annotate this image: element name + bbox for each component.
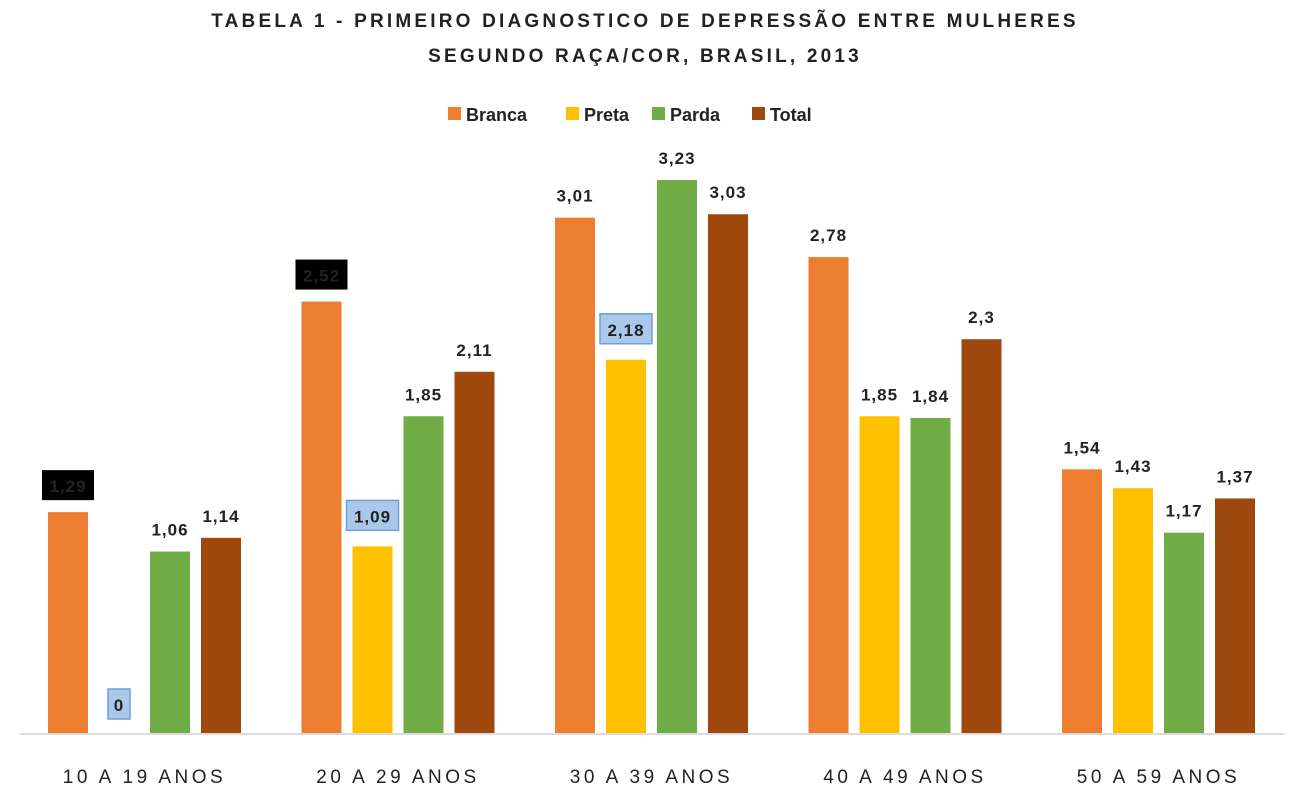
legend-label-preta: Preta [584,105,630,125]
legend-label-branca: Branca [466,105,528,125]
chart-title-line-1: TABELA 1 - PRIMEIRO DIAGNOSTICO DE DEPRE… [211,10,1079,32]
bar-total-4 [1215,498,1255,733]
data-label-preta-2: 2,18 [607,321,644,340]
data-label-parda-4: 1,17 [1165,502,1202,521]
data-label-preta-4: 1,43 [1114,457,1151,476]
chart-title-line-2: SEGUNDO RAÇA/COR, BRASIL, 2013 [428,46,862,67]
bar-branca-3 [808,257,849,733]
category-label-4: 50 A 59 ANOS [1077,767,1240,788]
category-label-1: 20 A 29 ANOS [316,767,479,788]
data-label-branca-0: 1,29 [49,477,86,496]
data-label-branca-2: 3,01 [556,187,593,206]
legend-swatch-total [752,107,765,120]
bar-total-2 [708,214,748,734]
bar-total-3 [961,339,1002,733]
bar-parda-0 [150,551,190,733]
bars: 1,29 0 1,06 1,14 2,52 1,09 1,85 2,11 3,01 2,18 3,2… [42,149,1255,734]
data-label-total-2: 3,03 [709,183,746,202]
data-label-box [599,313,653,345]
bar-preta-3 [859,416,900,733]
legend-swatch-preta [566,107,579,120]
category-labels: 10 A 19 ANOS 20 A 29 ANOS 30 A 39 ANOS 40 A… [63,767,1240,788]
bar-parda-4 [1164,532,1204,733]
legend-swatch-branca [448,107,461,120]
bar-total-1 [454,371,495,733]
category-label-0: 10 A 19 ANOS [63,767,226,788]
bar-branca-1 [301,301,342,733]
bar-parda-1 [403,416,444,733]
data-label-total-4: 1,37 [1216,467,1253,486]
legend: Branca Preta Parda Total [448,105,812,125]
data-label-preta-0: 0 [114,696,124,715]
category-label-2: 30 A 39 ANOS [570,767,733,788]
data-label-preta-1: 1,09 [354,507,391,526]
data-label-box [42,470,94,501]
bar-preta-1 [352,546,393,733]
bar-preta-2 [606,359,646,733]
bar-branca-0 [48,512,88,733]
data-label-preta-3: 1,85 [861,385,898,404]
data-label-total-1: 2,11 [456,341,492,360]
bar-branca-4 [1062,469,1102,733]
legend-swatch-parda [652,107,665,120]
data-label-branca-3: 2,78 [810,226,847,245]
data-label-branca-4: 1,54 [1063,438,1100,457]
bar-branca-2 [555,217,595,733]
data-label-total-3: 2,3 [968,308,995,327]
legend-label-parda: Parda [670,105,721,125]
bar-total-0 [201,537,241,733]
bar-preta-4 [1113,488,1153,733]
data-label-parda-0: 1,06 [151,521,188,540]
data-label-branca-1: 2,52 [303,267,340,286]
legend-label-total: Total [770,105,812,125]
data-label-box [107,688,131,720]
data-label-parda-1: 1,85 [405,385,442,404]
data-label-box [295,259,348,290]
bar-parda-2 [657,180,697,733]
data-label-total-0: 1,14 [202,507,239,526]
bar-parda-3 [910,417,951,733]
category-label-3: 40 A 49 ANOS [823,767,986,788]
data-label-parda-3: 1,84 [912,387,949,406]
data-label-box [345,499,400,532]
data-label-parda-2: 3,23 [658,149,695,168]
